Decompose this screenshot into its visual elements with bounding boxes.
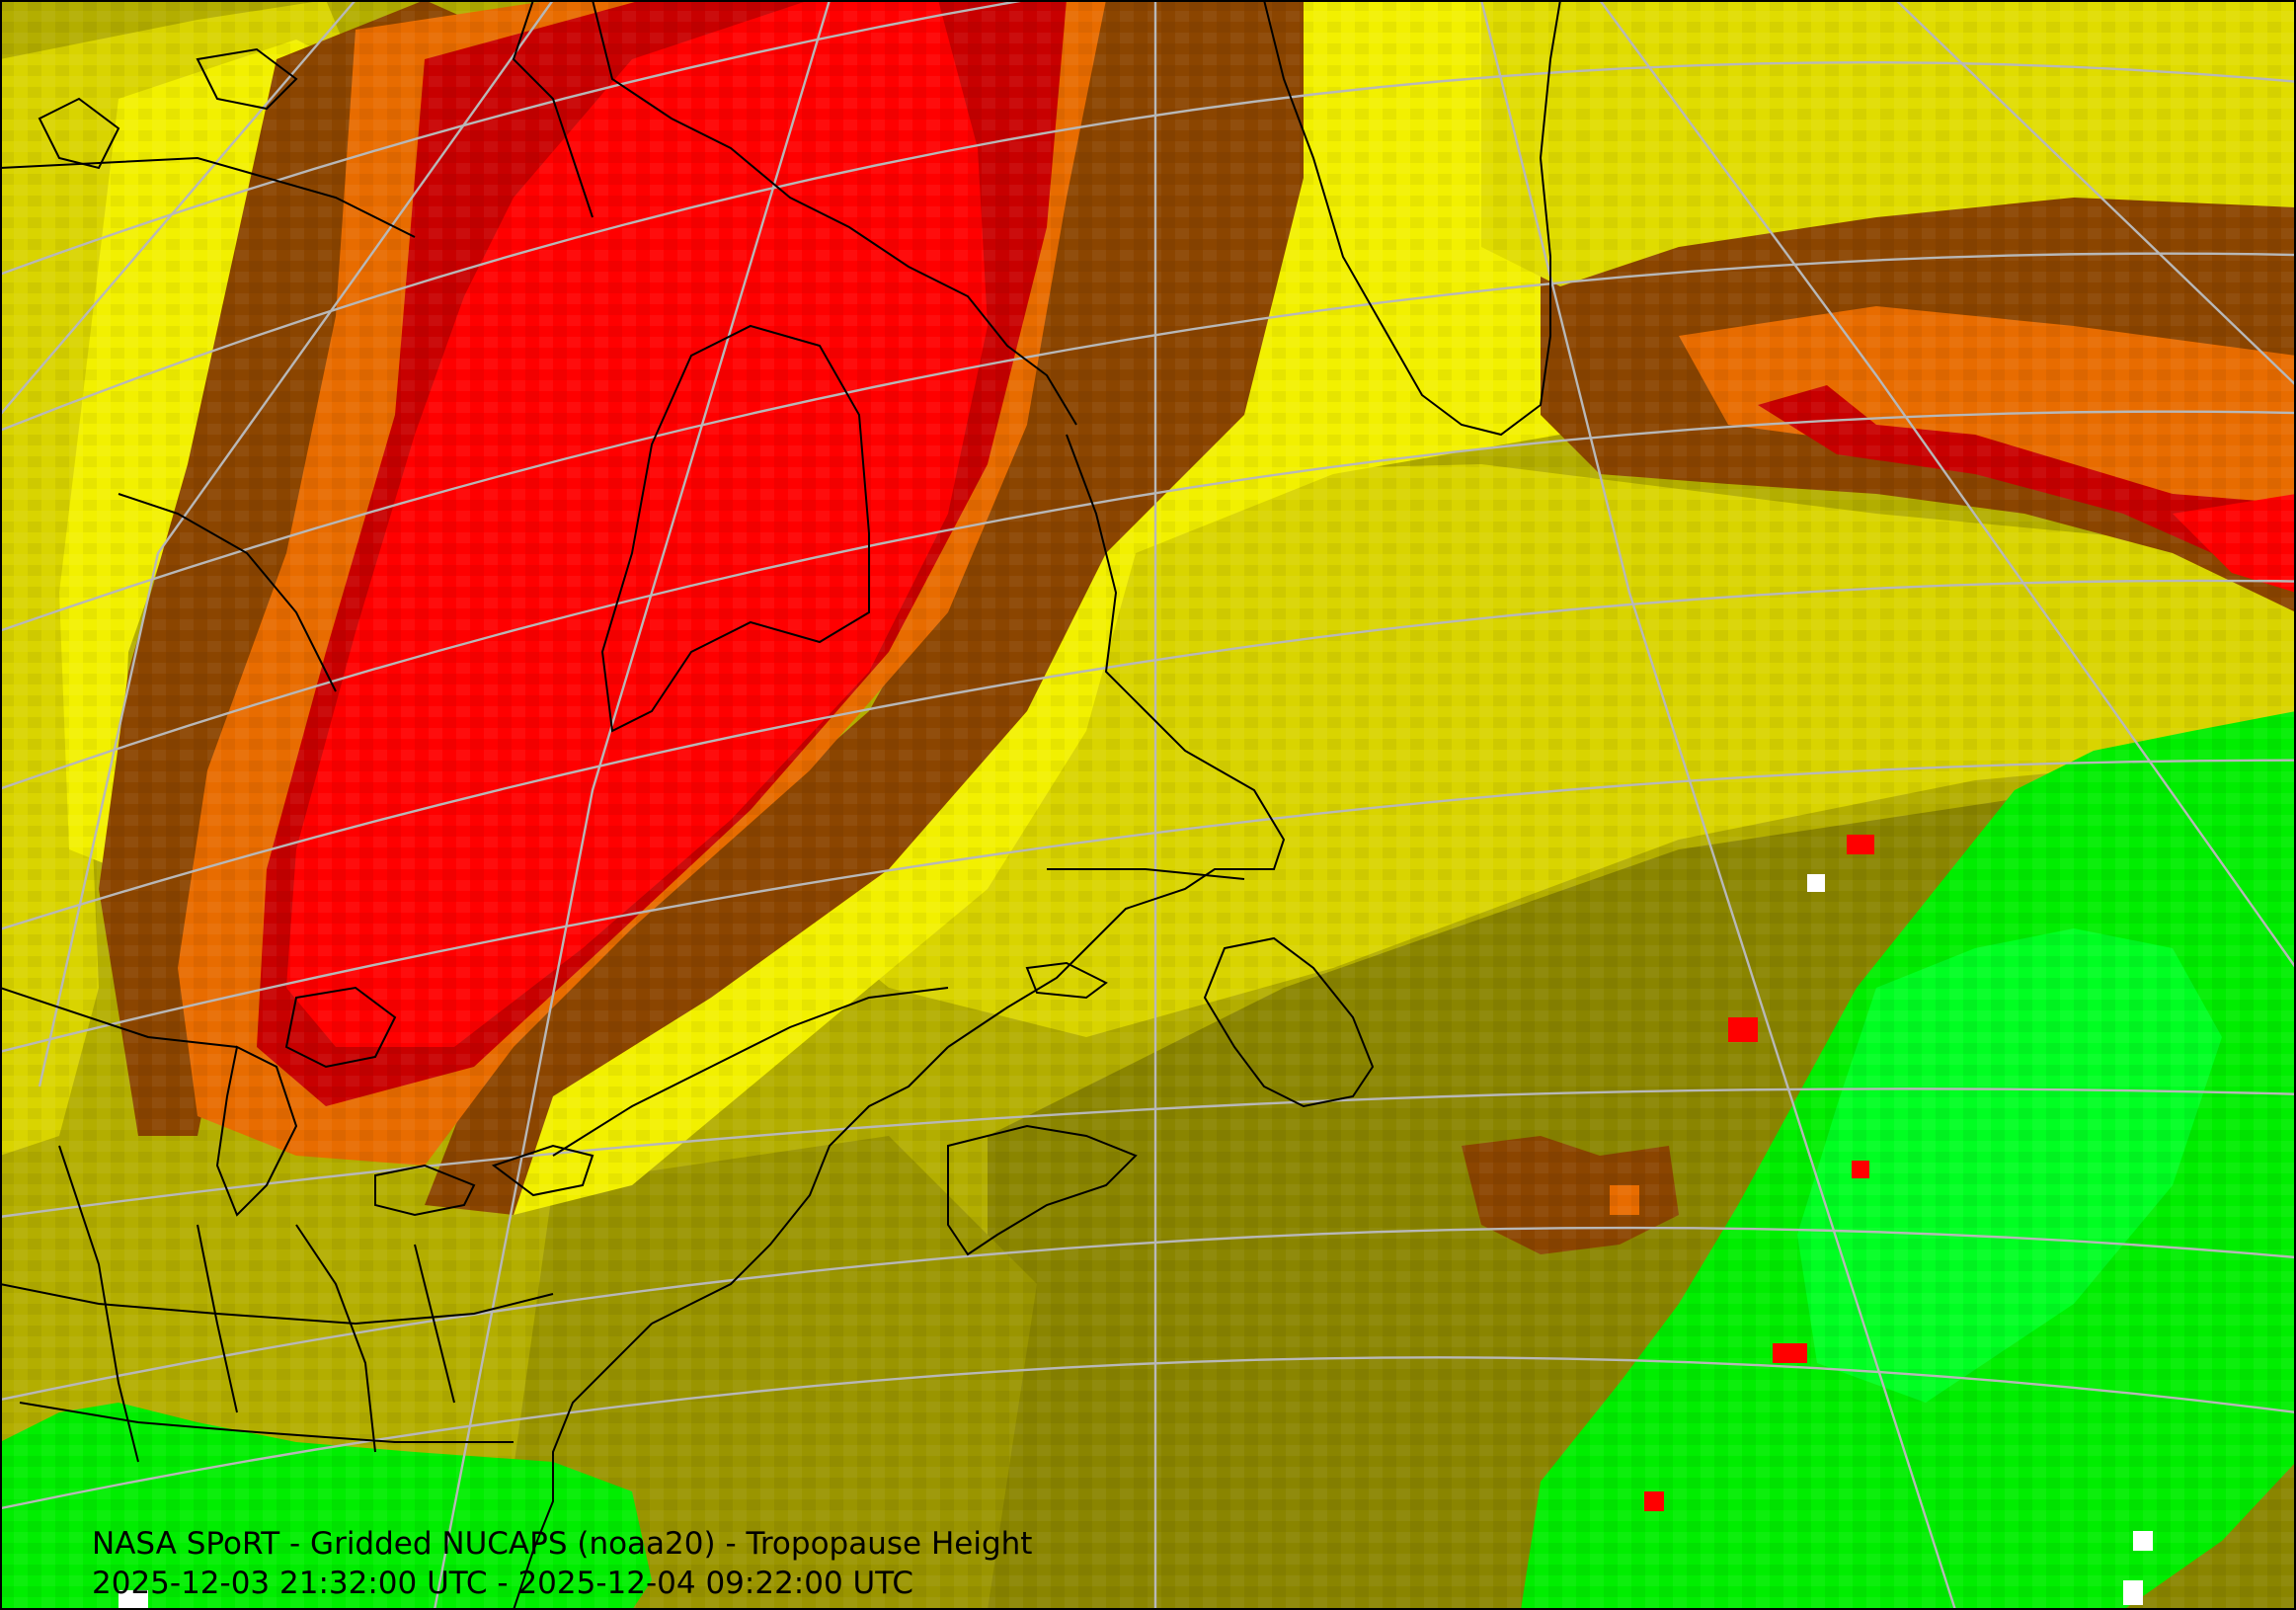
map-title: NASA SPoRT - Gridded NUCAPS (noaa20) - T…	[92, 1526, 1033, 1562]
coastlines	[0, 0, 1561, 1610]
map-time-range: 2025-12-03 21:32:00 UTC - 2025-12-04 09:…	[92, 1566, 913, 1601]
